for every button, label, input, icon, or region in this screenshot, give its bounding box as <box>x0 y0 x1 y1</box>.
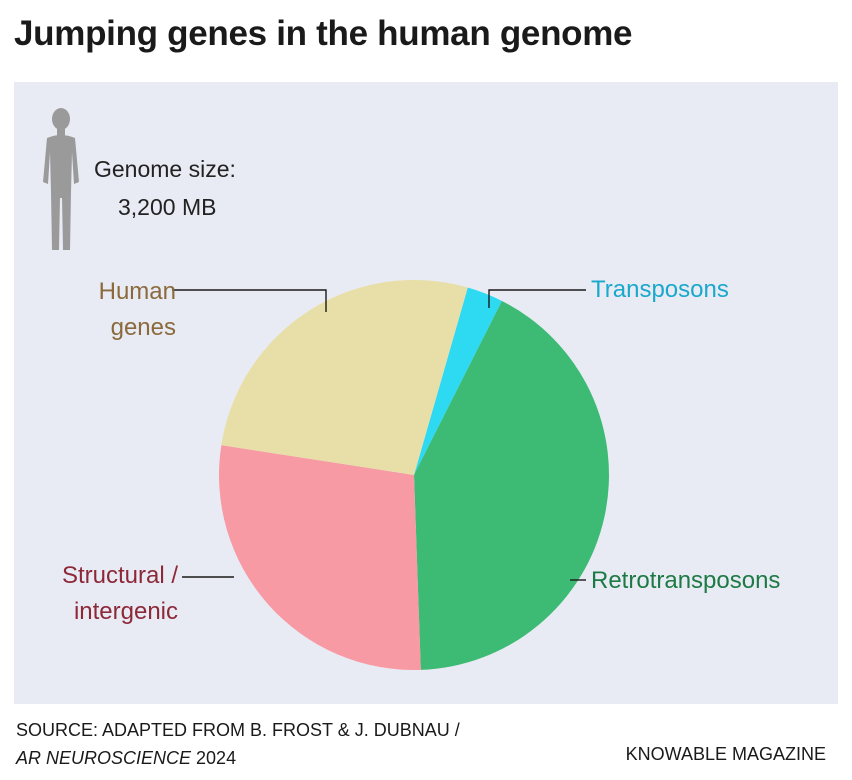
label-struct-line1: Structural / <box>61 562 178 589</box>
source-note: SOURCE: ADAPTED FROM B. FROST & J. DUBNA… <box>16 716 460 772</box>
label-human-line2: genes <box>110 314 176 341</box>
brand-credit: KNOWABLE MAGAZINE <box>625 744 826 764</box>
label-structural: Structural / intergenic <box>14 558 178 630</box>
chart-panel: Genome size: 3,200 MB Human genes Struct… <box>14 82 838 704</box>
source-year: 2024 <box>191 748 237 768</box>
chart-title: Jumping genes in the human genome <box>14 14 633 53</box>
label-transposons: Transposons <box>591 276 729 303</box>
pie-slice-retrotransposons <box>414 300 609 670</box>
leader-lines <box>172 289 586 581</box>
label-human-line1: Human <box>98 278 176 305</box>
pie-slice-human-genes <box>221 279 468 475</box>
pie-slice-structural-intergenic <box>219 445 421 670</box>
genome-size-label: Genome size: 3,200 MB <box>94 150 236 226</box>
genome-size-text: Genome size: <box>94 156 236 182</box>
label-human-genes: Human genes <box>14 274 176 346</box>
leader-line-transposons <box>488 289 586 308</box>
leader-line-human <box>172 289 327 312</box>
genome-size-value: 3,200 MB <box>118 194 217 220</box>
source-journal: AR NEUROSCIENCE <box>16 748 192 768</box>
label-retrotransposons: Retrotransposons <box>591 567 781 594</box>
pie-chart <box>43 108 609 670</box>
human-figure-icon <box>43 108 79 250</box>
source-line1: SOURCE: ADAPTED FROM B. FROST & J. DUBNA… <box>16 720 460 740</box>
pie-slice-transposons <box>414 287 502 475</box>
label-struct-line2: intergenic <box>73 598 178 625</box>
